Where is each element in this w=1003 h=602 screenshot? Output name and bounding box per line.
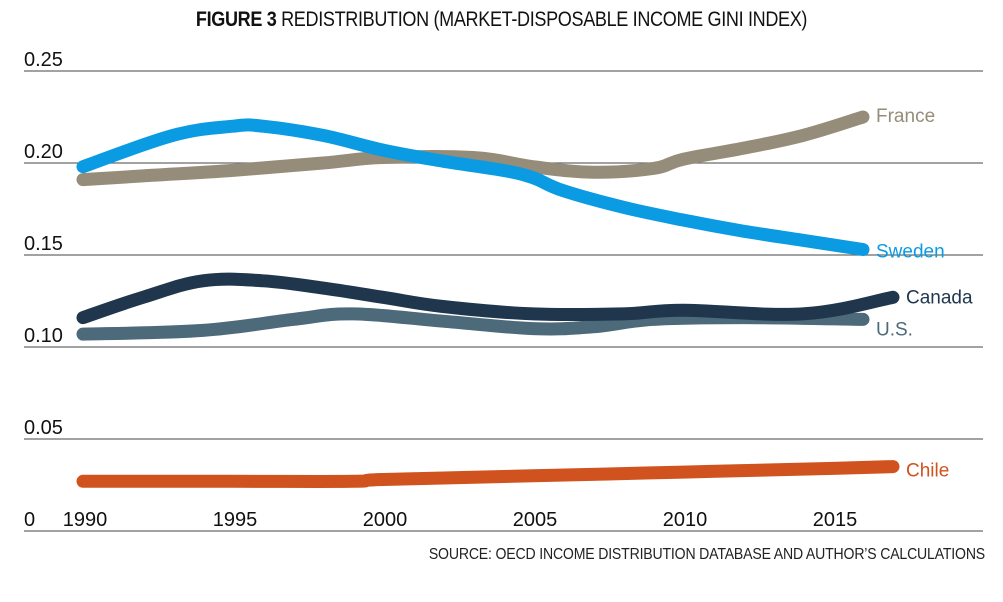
gridlines [24, 70, 983, 532]
figure-number: FIGURE 3 [195, 8, 277, 31]
series-line-us [76, 307, 870, 341]
y-tick-label: 0.20 [24, 141, 63, 163]
x-tick-label: 2015 [813, 509, 858, 531]
series-lines [76, 110, 900, 488]
series-label-canada: Canada [906, 287, 973, 308]
y-axis-ticks: 0 0.05 0.10 0.15 0.20 0.25 [24, 49, 63, 531]
x-axis-ticks: 1990 1995 2000 2005 2010 2015 [63, 509, 858, 531]
series-line-chile [76, 460, 900, 488]
series-labels: Chile U.S. Canada France Sweden [876, 106, 973, 482]
series-label-us: U.S. [876, 319, 913, 340]
x-tick-label: 2010 [663, 509, 708, 531]
series-line-sweden [76, 118, 870, 256]
x-tick-label: 1990 [63, 509, 108, 531]
y-tick-label: 0.10 [24, 325, 63, 347]
y-tick-label: 0.25 [24, 49, 63, 71]
y-tick-label: 0 [24, 509, 35, 531]
x-tick-label: 2000 [363, 509, 408, 531]
series-label-france: France [876, 106, 935, 127]
x-tick-label: 1995 [213, 509, 258, 531]
series-line-france [76, 110, 870, 187]
chart-title: FIGURE 3 REDISTRIBUTION (MARKET-DISPOSAB… [70, 8, 933, 32]
series-label-sweden: Sweden [876, 241, 945, 262]
y-tick-label: 0.15 [24, 233, 63, 255]
x-tick-label: 2005 [513, 509, 558, 531]
y-tick-label: 0.05 [24, 417, 63, 439]
figure-title: REDISTRIBUTION (MARKET-DISPOSABLE INCOME… [281, 8, 808, 31]
source-note: SOURCE: OECD INCOME DISTRIBUTION DATABAS… [428, 546, 985, 563]
series-line-canada [76, 272, 900, 325]
series-label-chile: Chile [906, 461, 949, 482]
